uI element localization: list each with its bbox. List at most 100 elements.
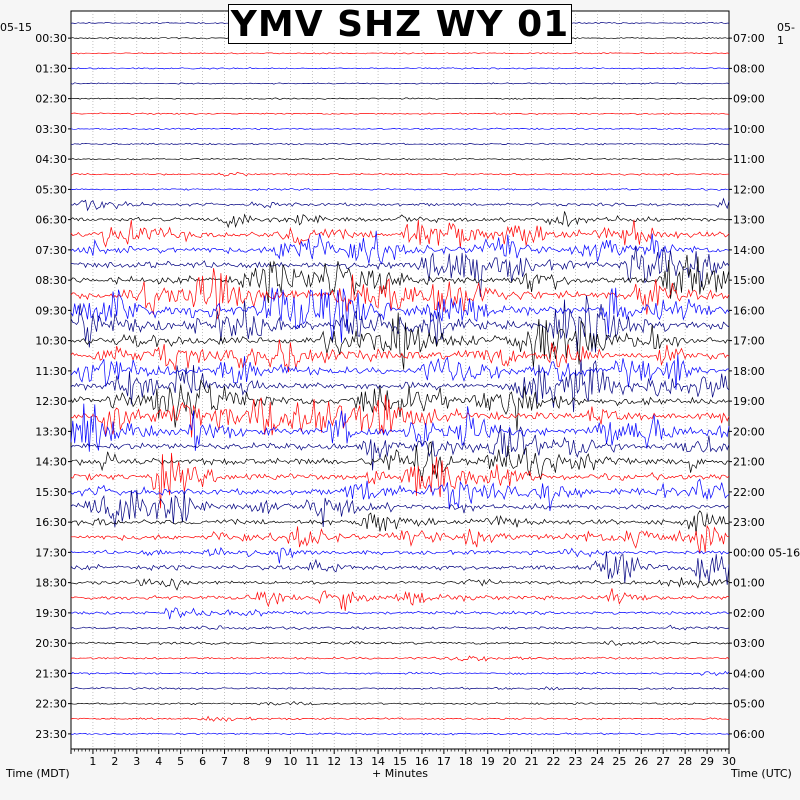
trace-line <box>70 640 730 647</box>
trace-line <box>70 403 730 452</box>
trace-line <box>70 732 730 736</box>
x-tick-label: 29 <box>700 755 714 768</box>
left-time-label: 03:30 <box>35 123 67 136</box>
trace-line <box>70 211 730 229</box>
left-time-label: 07:30 <box>35 244 67 257</box>
left-time-label: 18:30 <box>35 577 67 590</box>
right-time-label: 18:00 <box>733 365 765 378</box>
right-time-label: 13:00 <box>733 214 765 227</box>
x-tick-label: 21 <box>525 755 539 768</box>
left-time-label: 05:30 <box>35 183 67 196</box>
x-tick-label: 30 <box>722 755 736 768</box>
trace-line <box>70 478 730 512</box>
trace-line <box>70 524 730 554</box>
trace-line <box>70 219 730 249</box>
left-time-label: 09:30 <box>35 304 67 317</box>
right-time-label: 23:00 <box>733 516 765 529</box>
x-tick-label: 23 <box>568 755 582 768</box>
right-time-label: 01:00 <box>733 577 765 590</box>
trace-line <box>70 142 730 146</box>
trace-line <box>70 354 729 390</box>
x-tick-label: 2 <box>111 755 118 768</box>
trace-line <box>71 686 730 691</box>
left-time-label: 16:30 <box>35 516 67 529</box>
left-axis-label: Time (MDT) <box>6 767 70 780</box>
x-tick-label: 1 <box>89 755 96 768</box>
left-time-label: 04:30 <box>35 153 67 166</box>
x-tick-label: 25 <box>612 755 626 768</box>
trace-line <box>70 97 730 100</box>
trace-line <box>70 394 730 438</box>
trace-line <box>70 715 730 722</box>
right-time-label: 15:00 <box>733 274 765 287</box>
x-tick-label: 26 <box>634 755 648 768</box>
right-time-label: 19:00 <box>733 395 765 408</box>
right-time-label: 21:00 <box>733 456 765 469</box>
trace-line <box>70 52 730 55</box>
trace-line <box>70 197 730 212</box>
right-time-label: 20:00 <box>733 425 765 438</box>
start-date-label: 05-15 <box>0 21 32 34</box>
x-axis-label: + Minutes <box>372 767 429 780</box>
trace-line <box>70 187 730 191</box>
left-time-label: 22:30 <box>35 698 67 711</box>
right-time-label: 07:00 <box>733 32 765 45</box>
trace-line <box>70 230 730 265</box>
utc-date-label: 05-1 <box>777 21 795 47</box>
left-time-label: 11:30 <box>35 365 67 378</box>
trace-line <box>70 655 730 662</box>
x-tick-label: 3 <box>133 755 140 768</box>
trace-line <box>70 157 730 161</box>
trace-line <box>70 547 730 564</box>
x-tick-label: 22 <box>547 755 561 768</box>
x-tick-label: 19 <box>481 755 495 768</box>
x-tick-label: 16 <box>415 755 429 768</box>
left-time-label: 02:30 <box>35 93 67 106</box>
right-time-label: 16:00 <box>733 304 765 317</box>
trace-line <box>70 268 730 320</box>
x-tick-label: 17 <box>437 755 451 768</box>
left-time-label: 06:30 <box>35 214 67 227</box>
trace-line <box>70 588 730 612</box>
x-tick-label: 11 <box>305 755 319 768</box>
right-time-label: 14:00 <box>733 244 765 257</box>
trace-line <box>70 624 730 631</box>
right-time-label: 17:00 <box>733 335 765 348</box>
right-axis-label: Time (UTC) <box>731 767 792 780</box>
left-time-label: 12:30 <box>35 395 67 408</box>
trace-line <box>70 424 730 471</box>
x-tick-label: 27 <box>656 755 670 768</box>
right-time-label: 06:00 <box>733 728 765 741</box>
trace-line <box>70 510 730 535</box>
trace-line <box>71 246 730 297</box>
x-tick-label: 4 <box>155 755 162 768</box>
trace-line <box>70 452 730 509</box>
chart-title: YMV SHZ WY 01 <box>228 4 572 45</box>
right-time-label: 04:00 <box>733 667 765 680</box>
x-tick-label: 18 <box>459 755 473 768</box>
left-time-label: 08:30 <box>35 274 67 287</box>
trace-line <box>70 82 730 85</box>
trace-line <box>70 287 730 343</box>
right-time-label: 00:00 05-16 <box>733 546 800 559</box>
x-tick-label: 10 <box>283 755 297 768</box>
trace-line <box>71 607 730 620</box>
trace-line <box>70 254 730 303</box>
left-time-label: 10:30 <box>35 335 67 348</box>
trace-line <box>70 359 730 413</box>
right-time-label: 02:00 <box>733 607 765 620</box>
right-time-label: 22:00 <box>733 486 765 499</box>
trace-line <box>70 379 730 431</box>
x-tick-label: 14 <box>371 755 385 768</box>
trace-line <box>70 577 730 591</box>
trace-line <box>70 489 730 528</box>
trace-line <box>70 701 730 706</box>
x-tick-label: 13 <box>349 755 363 768</box>
right-time-label: 03:00 <box>733 637 765 650</box>
x-tick-label: 24 <box>590 755 604 768</box>
trace-line <box>70 551 730 585</box>
x-tick-label: 9 <box>265 755 272 768</box>
left-time-label: 13:30 <box>35 425 67 438</box>
